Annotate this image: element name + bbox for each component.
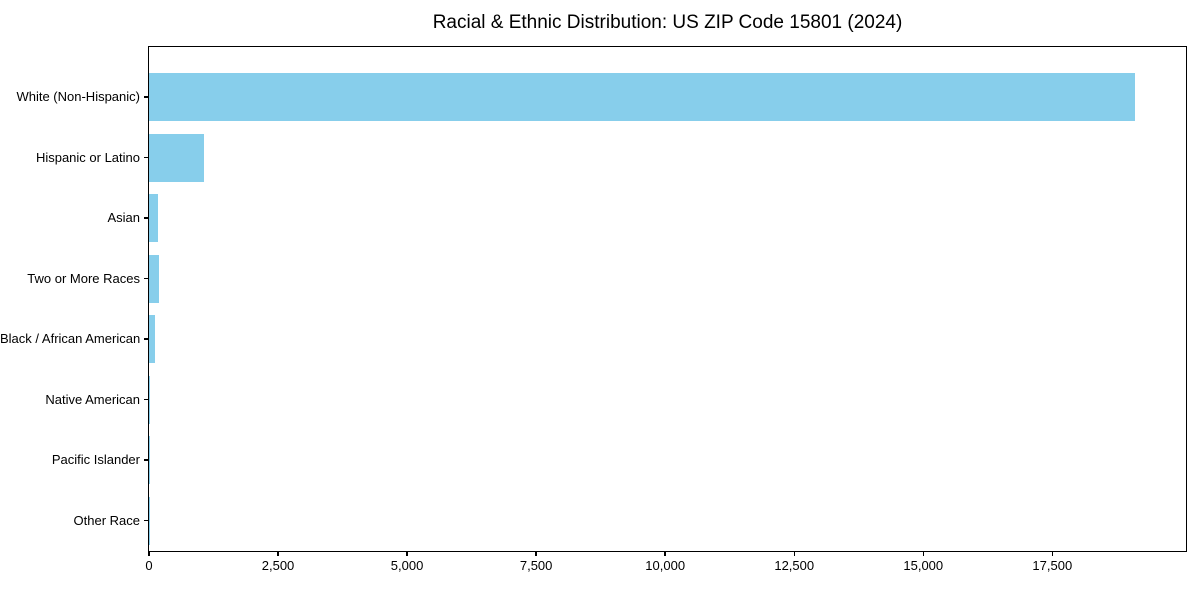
y-axis-label: Hispanic or Latino bbox=[35, 149, 140, 165]
x-tick-mark bbox=[793, 552, 795, 556]
bar-3 bbox=[149, 254, 159, 303]
x-tick-label: 17,500 bbox=[1032, 558, 1073, 573]
x-tick-label: 5,000 bbox=[390, 558, 424, 573]
y-tick-mark bbox=[144, 338, 148, 340]
x-tick-mark bbox=[406, 552, 408, 556]
y-tick-mark bbox=[144, 217, 148, 219]
bar-2 bbox=[149, 194, 159, 242]
y-axis-label: Two or More Races bbox=[27, 270, 140, 286]
x-tick-label: 0 bbox=[145, 558, 153, 573]
x-tick-mark bbox=[277, 552, 279, 556]
y-tick-mark bbox=[144, 459, 148, 461]
x-tick-label: 2,500 bbox=[261, 558, 295, 573]
x-tick-label: 7,500 bbox=[519, 558, 553, 573]
y-tick-mark bbox=[144, 156, 148, 159]
x-tick-label: 10,000 bbox=[645, 558, 686, 573]
bar-0 bbox=[149, 73, 1135, 121]
y-axis-label: Other Race bbox=[73, 512, 140, 528]
y-axis-label: Pacific Islander bbox=[51, 452, 140, 467]
bar-5 bbox=[149, 375, 150, 424]
y-tick-mark bbox=[144, 96, 148, 98]
y-tick-mark bbox=[144, 398, 148, 401]
y-tick-mark bbox=[144, 277, 148, 280]
x-tick-label: 15,000 bbox=[903, 558, 944, 573]
x-tick-mark bbox=[148, 552, 150, 556]
plot-area bbox=[148, 46, 1187, 552]
bar-4 bbox=[149, 315, 155, 363]
x-tick-mark bbox=[535, 552, 537, 556]
bar-1 bbox=[149, 133, 204, 182]
y-axis-label: Black / African American bbox=[0, 331, 141, 346]
chart-title: Racial & Ethnic Distribution: US ZIP Cod… bbox=[432, 12, 903, 33]
x-tick-mark bbox=[1051, 552, 1053, 556]
y-axis-label: White (Non-Hispanic) bbox=[16, 89, 140, 104]
y-axis-label: Native American bbox=[45, 391, 140, 407]
x-tick-label: 12,500 bbox=[774, 558, 815, 573]
x-tick-mark bbox=[664, 552, 666, 556]
y-axis-label: Asian bbox=[107, 210, 140, 225]
y-tick-mark bbox=[144, 519, 148, 522]
x-tick-mark bbox=[922, 552, 924, 556]
